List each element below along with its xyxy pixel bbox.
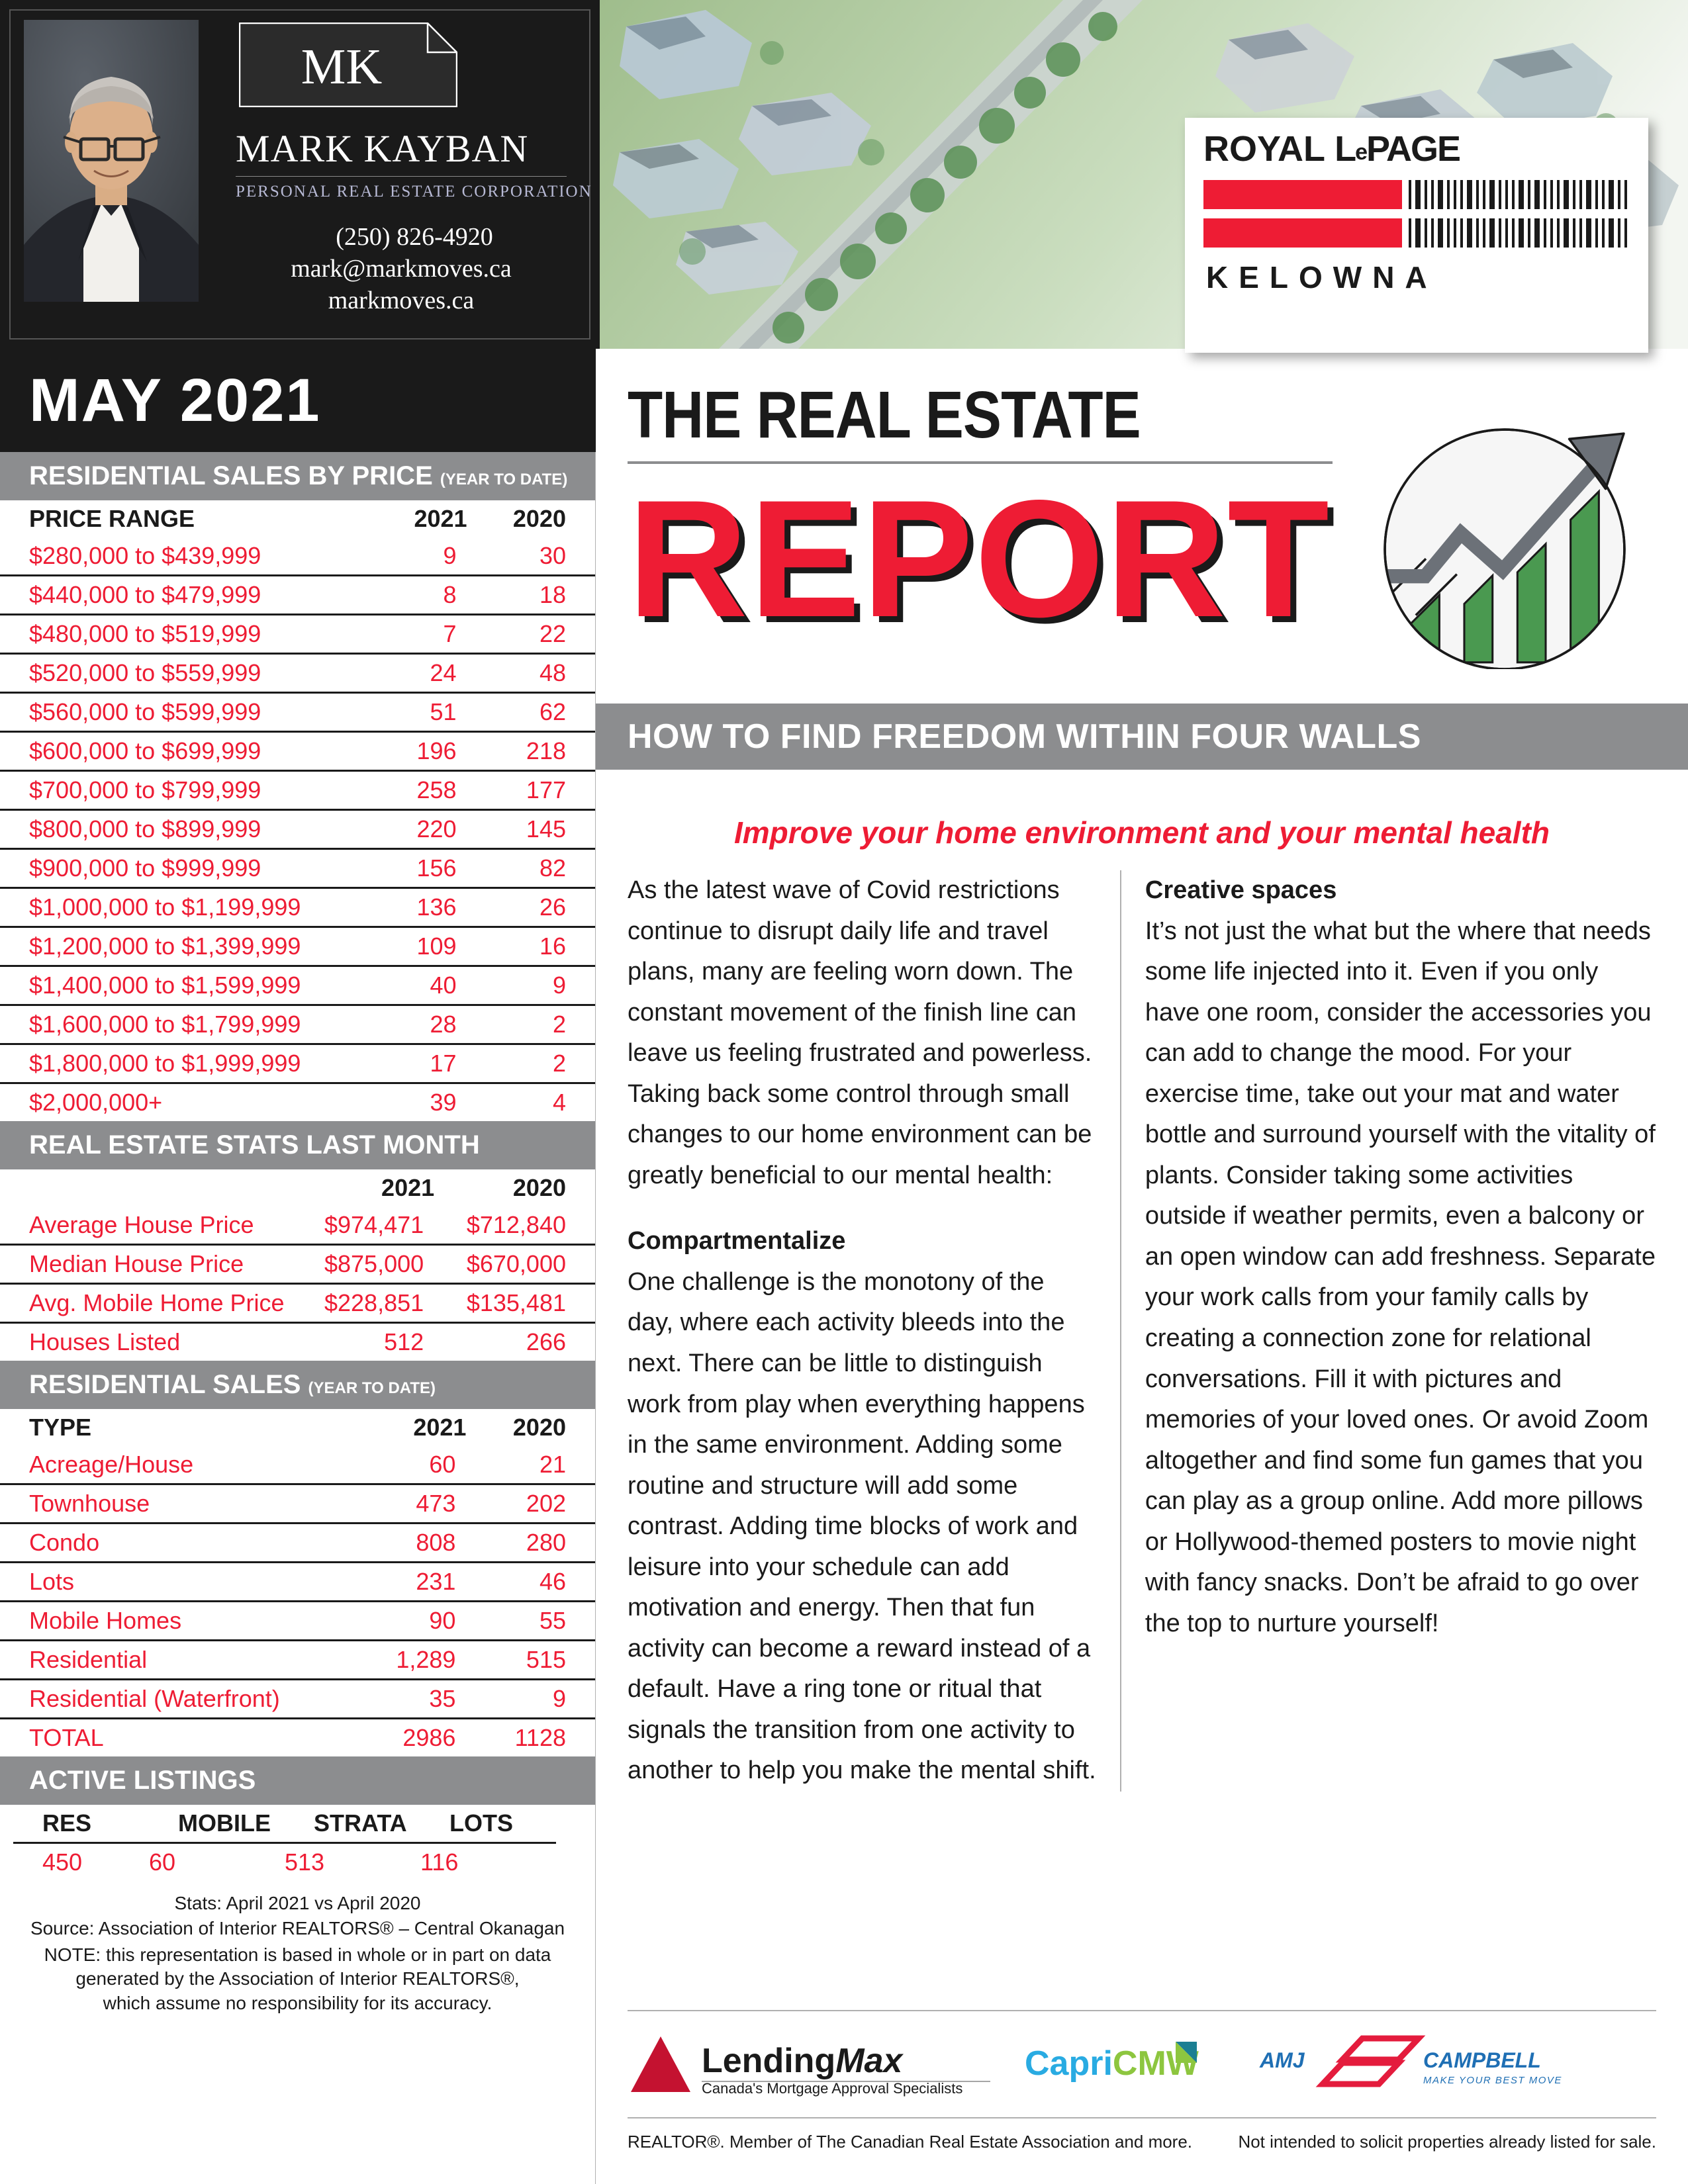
svg-text:Canada's Mortgage Approval Spe: Canada's Mortgage Approval Specialists	[702, 2080, 962, 2097]
svg-text:MAKE YOUR BEST MOVE: MAKE YOUR BEST MOVE	[1423, 2075, 1562, 2086]
svg-text:MK: MK	[301, 39, 383, 95]
svg-text:AMJ: AMJ	[1259, 2048, 1305, 2072]
svg-text:CapriCMW: CapriCMW	[1025, 2044, 1199, 2083]
svg-text:CAMPBELL: CAMPBELL	[1423, 2048, 1541, 2072]
svg-text:LendingMax: LendingMax	[702, 2042, 904, 2080]
